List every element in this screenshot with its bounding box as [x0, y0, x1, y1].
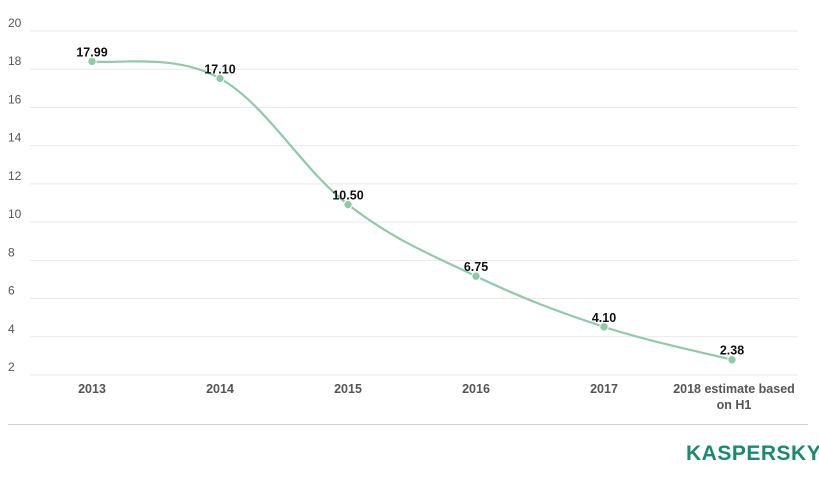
y-tick-label: 20 — [8, 16, 22, 30]
y-tick-label: 6 — [8, 284, 15, 298]
data-point — [599, 322, 609, 332]
x-tick-label: 2014 — [206, 382, 234, 396]
data-point — [343, 199, 353, 210]
logo-wordmark: KASPERSKY — [686, 442, 819, 465]
data-label: 17.99 — [76, 45, 107, 59]
data-point — [727, 355, 737, 365]
data-point — [471, 271, 481, 281]
data-point — [87, 56, 97, 67]
y-tick-label: 12 — [8, 169, 22, 183]
x-tick-label: 2017 — [590, 382, 618, 396]
data-label: 2.38 — [720, 344, 744, 358]
kaspersky-logo: KASPERSKY lab — [686, 441, 819, 471]
y-tick-label: 10 — [8, 207, 22, 221]
y-tick-label: 2 — [8, 360, 15, 374]
y-tick-label: 16 — [8, 92, 22, 106]
x-tick-label: 2018 estimate based on H1 — [673, 382, 795, 412]
x-tick-label: 2016 — [462, 382, 490, 396]
data-point — [215, 73, 225, 84]
y-axis-ticks: 2 4 6 8 10 12 14 16 18 20 — [8, 16, 22, 374]
data-label: 17.10 — [204, 62, 235, 76]
x-tick-label: 2013 — [78, 382, 106, 396]
y-tick-label: 18 — [8, 54, 22, 68]
footer-divider — [8, 424, 808, 425]
data-labels: 17.99 17.10 10.50 6.75 4.10 2.38 — [76, 45, 744, 357]
grid-lines — [30, 30, 798, 376]
data-label: 4.10 — [592, 311, 616, 325]
y-tick-label: 4 — [8, 322, 15, 336]
y-tick-label: 14 — [8, 131, 22, 145]
x-axis-ticks: 2013 2014 2015 2016 2017 2018 estimate based o… — [78, 382, 795, 412]
y-tick-label: 8 — [8, 245, 15, 259]
data-label: 10.50 — [332, 189, 363, 203]
data-points — [87, 56, 737, 365]
series-line — [91, 60, 733, 361]
data-label: 6.75 — [464, 260, 488, 274]
x-tick-label: 2015 — [334, 382, 362, 396]
